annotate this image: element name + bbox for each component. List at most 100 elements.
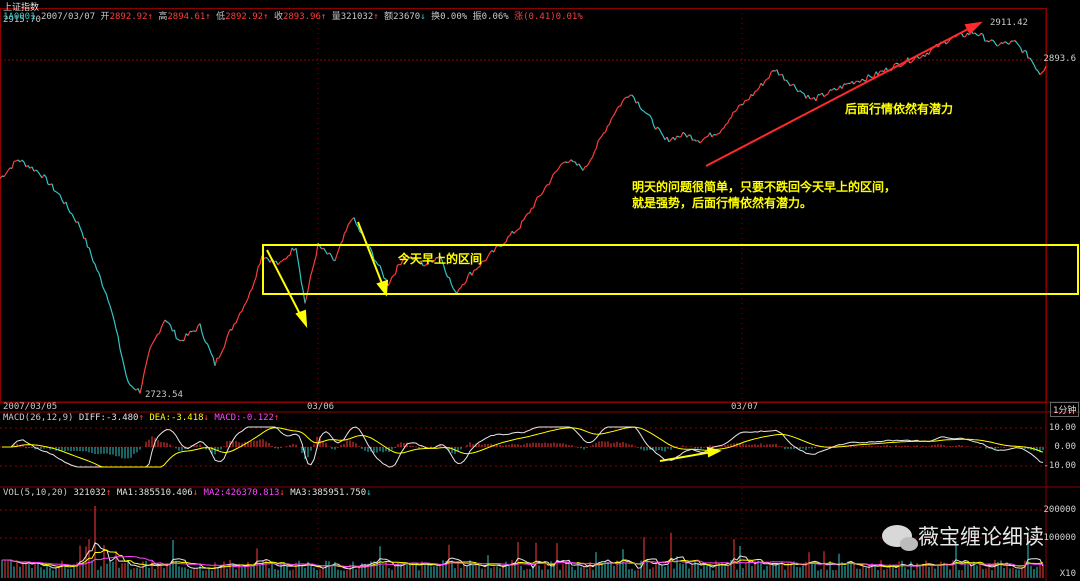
- price-segment: [9, 167, 13, 169]
- price-segment: [481, 260, 485, 262]
- price-segment: [525, 213, 529, 217]
- date-label-1: 2007/03/05: [3, 402, 58, 412]
- stock-code: 1A0001: [3, 12, 36, 22]
- price-segment: [768, 72, 772, 79]
- wechat-icon: [882, 525, 918, 551]
- price-segment: [574, 161, 578, 166]
- price-segment: [251, 282, 255, 290]
- price-segment: [147, 348, 151, 357]
- price-segment: [487, 252, 491, 257]
- price-segment: [680, 132, 684, 138]
- price-segment: [441, 259, 445, 266]
- macd-tick-2: 0.00: [1054, 442, 1076, 452]
- macd-value: -0.122: [241, 413, 274, 423]
- price-segment: [597, 137, 601, 142]
- price-segment: [647, 113, 651, 116]
- price-segment: [243, 302, 247, 307]
- price-segment: [275, 260, 279, 265]
- price-segment: [397, 264, 400, 266]
- price-segment: [754, 89, 758, 93]
- price-segment: [903, 62, 907, 65]
- price-segment: [73, 218, 77, 223]
- price-segment: [821, 92, 825, 97]
- price-segment: [552, 171, 556, 175]
- price-segment: [485, 256, 489, 261]
- price-segment: [825, 93, 829, 96]
- price-segment: [909, 61, 912, 64]
- price-segment: [756, 87, 760, 91]
- price-segment: [764, 78, 768, 82]
- price-segment: [1029, 57, 1033, 62]
- price-segment: [347, 221, 351, 225]
- price-segment: [639, 107, 643, 111]
- price-segment: [603, 131, 606, 134]
- price-segment: [402, 256, 406, 260]
- vol-current: 321032: [73, 488, 106, 498]
- price-segment: [752, 91, 756, 97]
- price-segment: [709, 132, 713, 138]
- price-segment: [229, 329, 233, 331]
- price-segment: [507, 234, 511, 238]
- price-segment: [27, 165, 31, 169]
- price-segment: [721, 127, 725, 130]
- price-segment: [799, 90, 803, 93]
- price-segment: [624, 96, 627, 100]
- price-segment: [945, 41, 949, 45]
- price-segment: [503, 241, 507, 244]
- price-segment: [649, 115, 653, 119]
- price-segment: [297, 258, 301, 270]
- price-segment: [532, 201, 536, 209]
- low-value: 2892.92: [225, 12, 264, 22]
- price-segment: [1024, 49, 1027, 52]
- price-segment: [287, 254, 291, 257]
- price-segment: [371, 251, 375, 260]
- price-segment: [37, 171, 41, 176]
- price-segment: [460, 284, 464, 289]
- price-segment: [550, 174, 554, 181]
- header-date: 2007/03/07: [40, 12, 96, 22]
- price-segment: [477, 265, 481, 269]
- price-segment: [797, 90, 801, 93]
- price-segment: [578, 163, 582, 168]
- period-tab[interactable]: 1分钟: [1050, 402, 1080, 417]
- price-segment: [149, 344, 153, 349]
- arrow-down-2: [357, 221, 389, 297]
- price-segment: [742, 100, 746, 105]
- price-segment: [23, 161, 27, 168]
- price-segment: [191, 330, 195, 333]
- price-segment: [479, 261, 483, 267]
- price-segment: [247, 291, 251, 299]
- price-segment: [96, 269, 100, 274]
- price-segment: [19, 159, 23, 163]
- price-segment: [77, 221, 81, 228]
- price-segment: [201, 332, 205, 339]
- low-label: 低: [216, 12, 226, 22]
- volume-bars: [1, 506, 1044, 578]
- price-segment: [61, 199, 65, 205]
- price-segment: [1014, 40, 1018, 44]
- price-segment: [719, 129, 723, 134]
- price-segment: [393, 273, 396, 276]
- price-segment: [666, 136, 670, 143]
- price-segment: [265, 256, 269, 260]
- price-segment: [537, 195, 540, 198]
- price-segment: [717, 132, 721, 135]
- price-segment: [947, 39, 951, 43]
- price-segment: [658, 128, 662, 133]
- price-segment: [235, 317, 239, 324]
- price-segment: [218, 354, 222, 359]
- price-segment: [33, 169, 37, 172]
- price-segment: [117, 335, 121, 349]
- price-segment: [285, 255, 289, 260]
- price-segment: [984, 40, 988, 42]
- price-segment: [509, 230, 513, 236]
- price-segment: [871, 76, 875, 79]
- price-segment: [778, 74, 781, 76]
- price-segment: [245, 298, 249, 304]
- price-segment: [176, 338, 179, 340]
- price-segment: [123, 365, 127, 376]
- price-segment: [653, 125, 657, 130]
- price-segment: [343, 230, 347, 234]
- macd-histogram: [13, 436, 1044, 460]
- price-segment: [633, 97, 637, 104]
